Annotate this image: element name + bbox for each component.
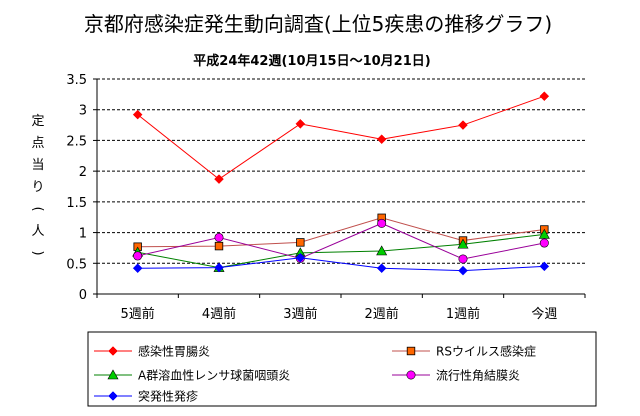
series-4 — [132, 252, 550, 276]
series-0-point-5 — [539, 91, 550, 102]
legend-box — [87, 331, 597, 407]
y-axis-label-char-2: 当 — [31, 158, 44, 173]
y-tick-label-7: 3.5 — [66, 73, 87, 88]
y-tick-label-1: 0.5 — [66, 257, 87, 272]
series-1-point-1 — [214, 241, 224, 251]
x-tick-label-0: 5週前 — [121, 306, 155, 322]
series-0-point-3 — [376, 134, 387, 145]
y-tick-label-0: 0 — [79, 288, 87, 303]
series-0-point-4 — [458, 120, 468, 130]
x-tick-label-1: 4週前 — [202, 306, 236, 322]
series-4-point-5 — [539, 261, 550, 272]
series-3-point-0 — [133, 251, 143, 261]
series-3-point-1 — [214, 232, 224, 242]
series-line-3 — [137, 222, 545, 260]
series-0-point-0 — [132, 109, 143, 120]
legend-label-3: 流行性角結膜炎 — [436, 369, 520, 383]
y-tick-label-5: 2.5 — [66, 134, 87, 149]
y-axis-label-char-1: 点 — [31, 136, 44, 151]
series-line-0 — [137, 95, 545, 180]
y-axis-label-char-5: 人 — [31, 224, 44, 239]
y-tick-label-2: 1 — [79, 227, 87, 242]
series-0-point-2 — [295, 118, 306, 129]
series-line-2 — [137, 233, 545, 269]
legend-label-2: A群溶血性レンサ球菌咽頭炎 — [138, 368, 290, 383]
chart-title: 京都府感染症発生動向調査(上位5疾患の推移グラフ) — [84, 12, 552, 36]
series-3-point-4 — [458, 254, 468, 264]
series-3-point-3 — [377, 218, 387, 228]
series-4-point-3 — [376, 263, 387, 274]
series-1-point-2 — [296, 238, 305, 247]
series-4-point-2 — [295, 252, 306, 263]
series-0-point-1 — [214, 174, 224, 184]
x-tick-label-5: 今週 — [531, 306, 557, 322]
legend-marker-0 — [108, 346, 118, 356]
series-4-point-0 — [132, 263, 143, 274]
series-2-point-3 — [376, 245, 388, 256]
series-4-point-4 — [458, 265, 468, 276]
series-2-point-5 — [538, 228, 550, 239]
legend-marker-2 — [107, 369, 119, 380]
x-tick-label-2: 3週前 — [283, 306, 317, 322]
series-1 — [133, 213, 549, 251]
series-line-1 — [137, 217, 545, 248]
legend-marker-4 — [108, 391, 118, 401]
legend-label-4: 突発性発疹 — [138, 389, 198, 404]
y-tick-label-4: 2 — [79, 165, 87, 180]
legend-marker-1 — [406, 346, 416, 356]
series-3-point-5 — [539, 238, 549, 248]
y-tick-label-6: 3 — [79, 104, 87, 119]
series-2-point-4 — [457, 238, 469, 249]
legend-marker-3 — [406, 370, 416, 380]
legend-label-0: 感染性胃腸炎 — [138, 344, 210, 359]
chart-subtitle: 平成24年42週(10月15日～10月21日) — [193, 53, 430, 69]
y-axis-label-char-0: 定 — [31, 114, 44, 129]
y-axis-label-char-3: り — [31, 180, 44, 195]
series-0 — [132, 91, 550, 184]
x-tick-label-3: 2週前 — [365, 306, 399, 322]
series-4-point-1 — [214, 262, 224, 273]
y-axis-label-char-4: ( — [30, 206, 45, 211]
legend-label-1: RSウイルス感染症 — [436, 344, 536, 359]
y-tick-label-3: 1.5 — [66, 196, 87, 211]
x-tick-label-4: 1週前 — [446, 306, 480, 322]
series-line-4 — [137, 257, 545, 272]
y-axis-label-char-6: ) — [30, 250, 45, 255]
series-2 — [132, 228, 550, 272]
